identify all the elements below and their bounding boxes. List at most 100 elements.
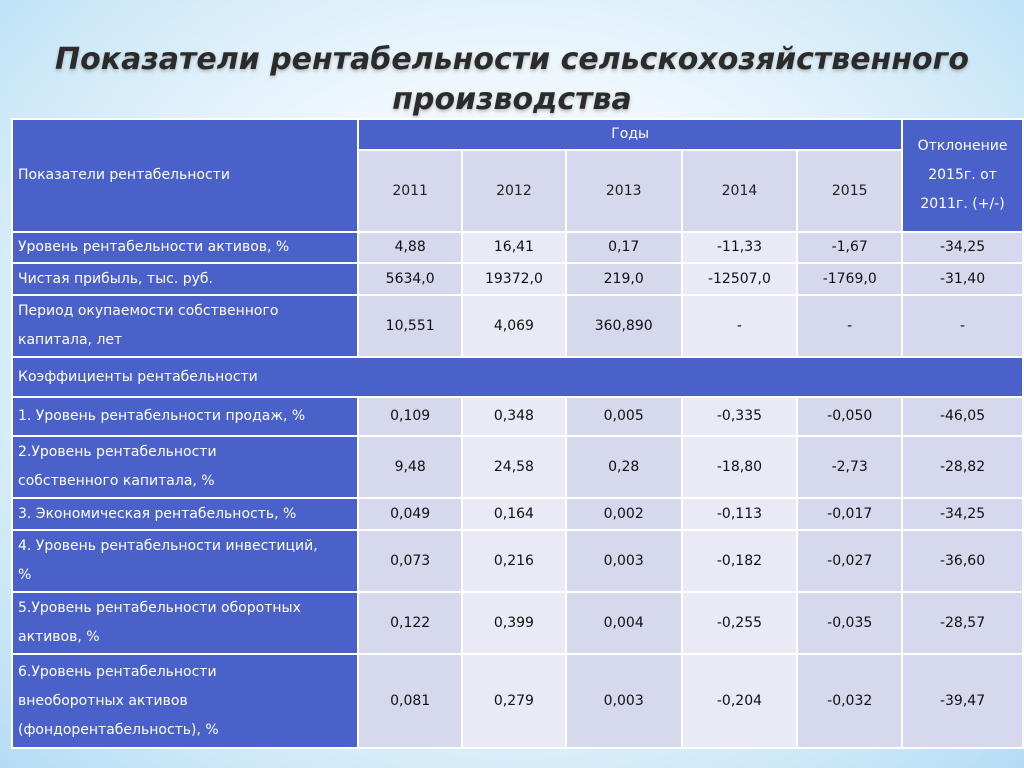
value-cell: -0,017 bbox=[796, 497, 904, 531]
row-label-line: Чистая прибыль, тыс. руб. bbox=[18, 270, 213, 287]
row-label-line: Уровень рентабельности активов, % bbox=[18, 239, 290, 255]
value-cell: -1769,0 bbox=[796, 262, 904, 296]
value-cell: 4,069 bbox=[461, 294, 567, 358]
row-label: Уровень рентабельности активов, % bbox=[10, 231, 360, 264]
value-cell: 0,122 bbox=[357, 591, 464, 655]
value-cell: -0,182 bbox=[680, 529, 799, 593]
value-cell: 0,003 bbox=[564, 529, 683, 593]
value-cell: 0,279 bbox=[461, 653, 567, 749]
value-cell: -12507,0 bbox=[680, 262, 799, 296]
table-row: 1. Уровень рентабельности продаж, % 0,109… bbox=[10, 396, 1024, 437]
value-cell: 10,551 bbox=[357, 294, 464, 358]
row-label: Период окупаемости собственного капитала,… bbox=[10, 294, 360, 358]
value-cell: 0,164 bbox=[461, 497, 567, 531]
row-label: Чистая прибыль, тыс. руб. bbox=[10, 262, 360, 296]
row-label-line: внеоборотных активов bbox=[18, 692, 188, 709]
value-cell: -0,027 bbox=[796, 529, 904, 593]
value-cell: 0,348 bbox=[461, 396, 567, 437]
value-cell: -0,035 bbox=[796, 591, 904, 655]
year-header: 2014 bbox=[680, 149, 799, 233]
deviation-cell: -34,25 bbox=[901, 497, 1024, 531]
years-header: Годы bbox=[357, 118, 904, 151]
row-label: 3. Экономическая рентабельность, % bbox=[10, 497, 360, 531]
value-cell: 0,399 bbox=[461, 591, 567, 655]
table-row: Период окупаемости собственного капитала,… bbox=[10, 294, 1024, 358]
value-cell: -11,33 bbox=[680, 231, 799, 264]
deviation-cell: -39,47 bbox=[901, 653, 1024, 749]
row-label-line: 6.Уровень рентабельности bbox=[18, 663, 217, 680]
deviation-cell: -28,82 bbox=[901, 435, 1024, 499]
row-label: 2.Уровень рентабельности собственного кап… bbox=[10, 435, 360, 499]
value-cell: -18,80 bbox=[680, 435, 799, 499]
value-cell: 0,216 bbox=[461, 529, 567, 593]
row-label-line: 5.Уровень рентабельности оборотных bbox=[18, 600, 301, 616]
value-cell: -0,335 bbox=[680, 396, 799, 437]
value-cell: -0,204 bbox=[680, 653, 799, 749]
value-cell: -1,67 bbox=[796, 231, 904, 264]
row-label-line: % bbox=[18, 567, 32, 583]
value-cell: 0,073 bbox=[357, 529, 464, 593]
value-cell: 360,890 bbox=[564, 294, 683, 358]
table-row: 4. Уровень рентабельности инвестиций,% 0,… bbox=[10, 529, 1024, 593]
row-label-line: Период окупаемости собственного bbox=[18, 303, 279, 319]
deviation-cell: - bbox=[901, 294, 1024, 358]
page-title: Показатели рентабельности сельскохозяйст… bbox=[55, 42, 969, 117]
row-label-line: 1. Уровень рентабельности продаж, % bbox=[18, 408, 306, 424]
value-cell: -0,255 bbox=[680, 591, 799, 655]
deviation-cell: -28,57 bbox=[901, 591, 1024, 655]
year-header: 2015 bbox=[796, 149, 904, 233]
deviation-cell: -36,60 bbox=[901, 529, 1024, 593]
deviation-header-line: 2015г. от bbox=[928, 167, 997, 183]
year-header: 2011 bbox=[357, 149, 464, 233]
row-label-line: собственного капитала, % bbox=[18, 473, 215, 489]
value-cell: 0,005 bbox=[564, 396, 683, 437]
deviation-cell: -46,05 bbox=[901, 396, 1024, 437]
value-cell: 19372,0 bbox=[461, 262, 567, 296]
value-cell: 0,28 bbox=[564, 435, 683, 499]
deviation-header: Отклонение 2015г. от 2011г. (+/-) bbox=[901, 118, 1024, 233]
row-label: 4. Уровень рентабельности инвестиций,% bbox=[10, 529, 360, 593]
value-cell: -0,050 bbox=[796, 396, 904, 437]
indicator-header: Показатели рентабельности bbox=[10, 118, 360, 233]
value-cell: -0,113 bbox=[680, 497, 799, 531]
value-cell: -0,032 bbox=[796, 653, 904, 749]
deviation-header-line: Отклонение bbox=[917, 138, 1008, 154]
value-cell: 0,109 bbox=[357, 396, 464, 437]
row-label-line: 2.Уровень рентабельности bbox=[18, 444, 217, 460]
value-cell: -2,73 bbox=[796, 435, 904, 499]
deviation-cell: -34,25 bbox=[901, 231, 1024, 264]
row-label: 6.Уровень рентабельности внеоборотных акт… bbox=[10, 653, 360, 749]
table-row: 2.Уровень рентабельности собственного кап… bbox=[10, 435, 1024, 499]
section-row: Коэффициенты рентабельности bbox=[11, 356, 1024, 398]
row-label: 5.Уровень рентабельности оборотных активо… bbox=[10, 591, 360, 655]
row-label-line: 3. Экономическая рентабельность, % bbox=[18, 505, 297, 522]
year-header: 2013 bbox=[564, 149, 683, 233]
value-cell: 24,58 bbox=[461, 435, 567, 499]
value-cell: 9,48 bbox=[357, 435, 464, 499]
value-cell: 0,002 bbox=[564, 497, 683, 531]
row-label-line: (фондорентабельность), % bbox=[18, 721, 219, 738]
table-row: Чистая прибыль, тыс. руб. 5634,0 19372,0 21… bbox=[10, 262, 1024, 296]
deviation-header-line: 2011г. (+/-) bbox=[920, 196, 1005, 212]
value-cell: 219,0 bbox=[564, 262, 683, 296]
value-cell: 16,41 bbox=[461, 231, 567, 264]
table-row: 5.Уровень рентабельности оборотных активо… bbox=[10, 591, 1024, 655]
row-label-line: 4. Уровень рентабельности инвестиций, bbox=[18, 538, 318, 554]
section-label: Коэффициенты рентабельности bbox=[11, 356, 1024, 398]
year-header: 2012 bbox=[461, 149, 567, 233]
value-cell: 4,88 bbox=[357, 231, 464, 264]
value-cell: - bbox=[796, 294, 904, 358]
value-cell: 0,004 bbox=[564, 591, 683, 655]
profitability-table: Показатели рентабельности Годы Отклонени… bbox=[10, 118, 1024, 749]
row-label-line: капитала, лет bbox=[18, 332, 123, 348]
value-cell: 0,17 bbox=[564, 231, 683, 264]
row-label-line: активов, % bbox=[18, 629, 100, 645]
value-cell: 0,081 bbox=[357, 653, 464, 749]
table-row: 6.Уровень рентабельности внеоборотных акт… bbox=[10, 653, 1024, 749]
row-label: 1. Уровень рентабельности продаж, % bbox=[10, 396, 360, 437]
value-cell: 5634,0 bbox=[357, 262, 464, 296]
value-cell: 0,003 bbox=[564, 653, 683, 749]
table-row: Уровень рентабельности активов, % 4,88 16,… bbox=[10, 231, 1024, 264]
value-cell: 0,049 bbox=[357, 497, 464, 531]
deviation-cell: -31,40 bbox=[901, 262, 1024, 296]
